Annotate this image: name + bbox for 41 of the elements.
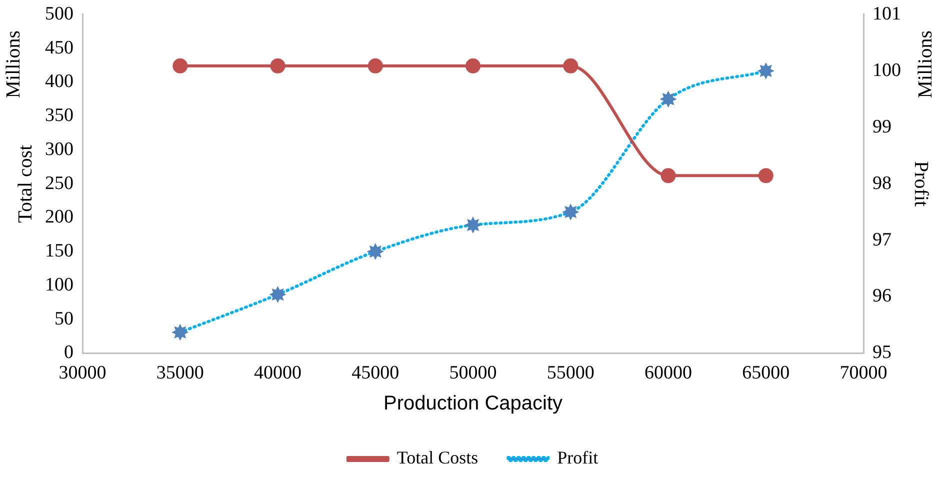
y2-tick-label: 96 — [872, 286, 892, 307]
y-tick-label: 450 — [45, 37, 74, 58]
text: Millions — [914, 30, 936, 98]
legend-label: Total Costs — [396, 448, 478, 468]
y-tick-label: 500 — [45, 3, 74, 24]
x-tick-label: 65000 — [742, 362, 790, 384]
y-axis-title: Total cost — [14, 144, 36, 223]
x-tick-label: 30000 — [58, 362, 106, 384]
y2-tick-label: 95 — [872, 342, 892, 364]
x-tick-label: 45000 — [352, 362, 400, 384]
point — [660, 90, 677, 108]
y2-tick-label: 99 — [872, 116, 892, 138]
legend-label: Profit — [557, 448, 598, 468]
x-axis-title: Production Capacity — [384, 392, 562, 415]
y-tick-label: 400 — [45, 71, 74, 92]
y-tick-label: 0 — [64, 342, 74, 364]
point — [757, 62, 774, 80]
x-tick-label: 55000 — [546, 362, 594, 384]
y2-tick-label: 101 — [872, 3, 901, 24]
x-tick-label: 40000 — [254, 362, 302, 384]
y-tick-label: 150 — [45, 240, 74, 262]
y2-tick-label: 97 — [872, 229, 892, 250]
y-tick-label: 250 — [45, 172, 74, 194]
y2-tick-label: 100 — [872, 60, 901, 81]
point — [269, 286, 286, 303]
x-tick-label: 50000 — [449, 362, 497, 384]
y2-tick-label: 98 — [872, 172, 892, 194]
text: Millions — [2, 30, 24, 98]
x-tick-label: 60000 — [644, 362, 692, 384]
x-tick-label: 70000 — [840, 362, 888, 384]
y-tick-label: 200 — [45, 206, 74, 228]
point — [172, 324, 189, 341]
y-tick-label: 300 — [45, 138, 74, 160]
y2-axis-title: Profit — [910, 161, 932, 208]
y-tick-label: 100 — [45, 274, 74, 296]
y-tick-label: 350 — [45, 105, 74, 126]
x-tick-label: 35000 — [156, 362, 204, 384]
point — [562, 204, 580, 221]
y-tick-label: 50 — [54, 308, 74, 330]
point — [366, 243, 384, 260]
point — [464, 216, 482, 234]
